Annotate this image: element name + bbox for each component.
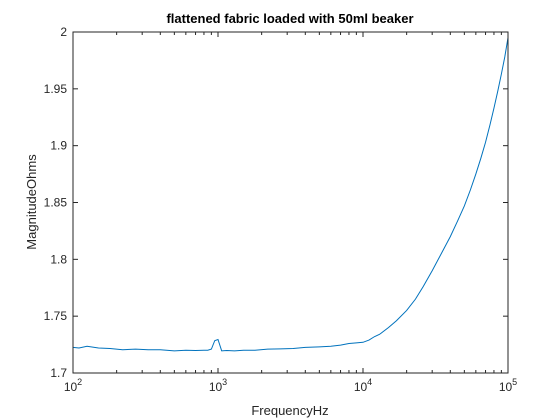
series-layer bbox=[72, 37, 509, 352]
x-tick-base: 10 bbox=[499, 380, 513, 394]
y-tick-label: 1.8 bbox=[50, 252, 67, 266]
x-tick-exponent: 5 bbox=[512, 377, 517, 387]
x-tick-exponent: 3 bbox=[222, 377, 227, 387]
x-tick-label: 105 bbox=[499, 377, 517, 394]
series-line-0 bbox=[72, 37, 509, 352]
x-tick-label: 103 bbox=[209, 377, 227, 394]
axes-box bbox=[72, 31, 509, 374]
x-tick-exponent: 2 bbox=[77, 377, 82, 387]
x-tick-label: 104 bbox=[354, 377, 372, 394]
y-tick-label: 1.9 bbox=[50, 139, 67, 153]
y-tick-label: 1.75 bbox=[44, 309, 68, 323]
x-tick-base: 10 bbox=[209, 380, 223, 394]
chart-title: flattened fabric loaded with 50ml beaker bbox=[166, 11, 413, 26]
plot-area bbox=[73, 32, 508, 373]
y-tick-label: 1.85 bbox=[44, 196, 68, 210]
x-tick-exponent: 4 bbox=[367, 377, 372, 387]
y-tick-label: 2 bbox=[60, 25, 67, 39]
y-tick-label: 1.7 bbox=[50, 366, 67, 380]
x-tick-base: 10 bbox=[64, 380, 78, 394]
y-axis-label: MagnitudeOhms bbox=[24, 154, 39, 250]
x-axis-label: FrequencyHz bbox=[251, 403, 328, 418]
x-tick-base: 10 bbox=[354, 380, 368, 394]
y-tick-label: 1.95 bbox=[44, 82, 68, 96]
x-tick-label: 102 bbox=[64, 377, 82, 394]
